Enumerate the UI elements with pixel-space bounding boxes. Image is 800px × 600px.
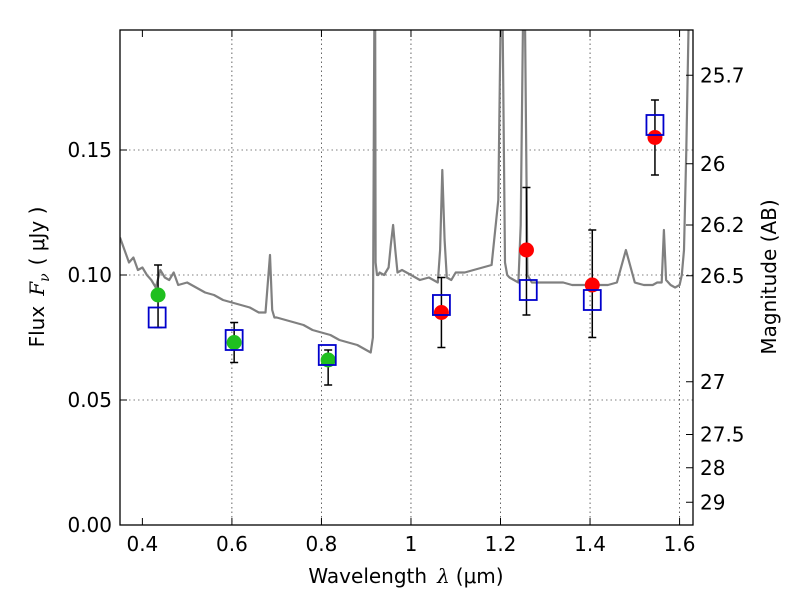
mag-tick-label: 29 <box>700 490 725 514</box>
x-tick-label: 0.4 <box>126 532 158 556</box>
mag-tick-label: 27.5 <box>700 423 745 447</box>
x-tick-label: 1 <box>405 532 418 556</box>
y-tick-label: 0.05 <box>67 388 112 412</box>
plot-background <box>120 30 693 525</box>
markers <box>147 114 665 368</box>
plot-area <box>120 30 690 354</box>
mag-tick-label: 26 <box>700 152 725 176</box>
model-point-square <box>147 306 167 329</box>
mag-tick-label: 25.7 <box>700 63 745 87</box>
model-point-square <box>518 279 538 301</box>
y-tick-label: 0.10 <box>67 263 112 287</box>
observed-point-circle <box>518 242 534 258</box>
model-point-square <box>582 289 602 311</box>
observed-point-circle <box>647 130 663 145</box>
observed-point-circle <box>226 335 242 350</box>
x-tick-label: 1.2 <box>485 532 517 556</box>
x-tick-label: 1.6 <box>664 532 696 556</box>
model-point-square <box>224 329 244 351</box>
template-spectrum-line <box>120 30 690 354</box>
ticks: 0.4 0.6 0.8 1 1.2 1.4 1.6 0.00 0.05 0.10 0.15 25.7 2… <box>67 30 745 556</box>
observed-point-circle <box>320 352 336 368</box>
y-tick-label: 0.00 <box>67 513 112 537</box>
observed-point-circle <box>584 277 600 293</box>
y-axis-label: FluxFν( μJy ) <box>25 207 53 348</box>
plot-frame <box>119 29 694 526</box>
x-tick-label: 0.6 <box>216 532 248 556</box>
model-point-square <box>317 344 337 366</box>
y-tick-label: 0.15 <box>67 138 112 162</box>
mag-tick-label: 26.2 <box>700 213 745 237</box>
observed-point-circle <box>150 287 166 303</box>
mag-tick-label: 26.5 <box>700 264 745 288</box>
x-axis-label: Wavelength λ (μm) <box>308 564 503 588</box>
model-point-square <box>645 114 665 136</box>
right-axis-label: Magnitude (AB) <box>757 199 781 354</box>
mag-tick-label: 28 <box>700 456 725 480</box>
x-tick-label: 1.4 <box>574 532 606 556</box>
x-tick-label: 0.8 <box>306 532 338 556</box>
mag-tick-label: 27 <box>700 370 725 394</box>
observed-point-circle <box>433 305 449 320</box>
model-point-square <box>432 294 451 316</box>
